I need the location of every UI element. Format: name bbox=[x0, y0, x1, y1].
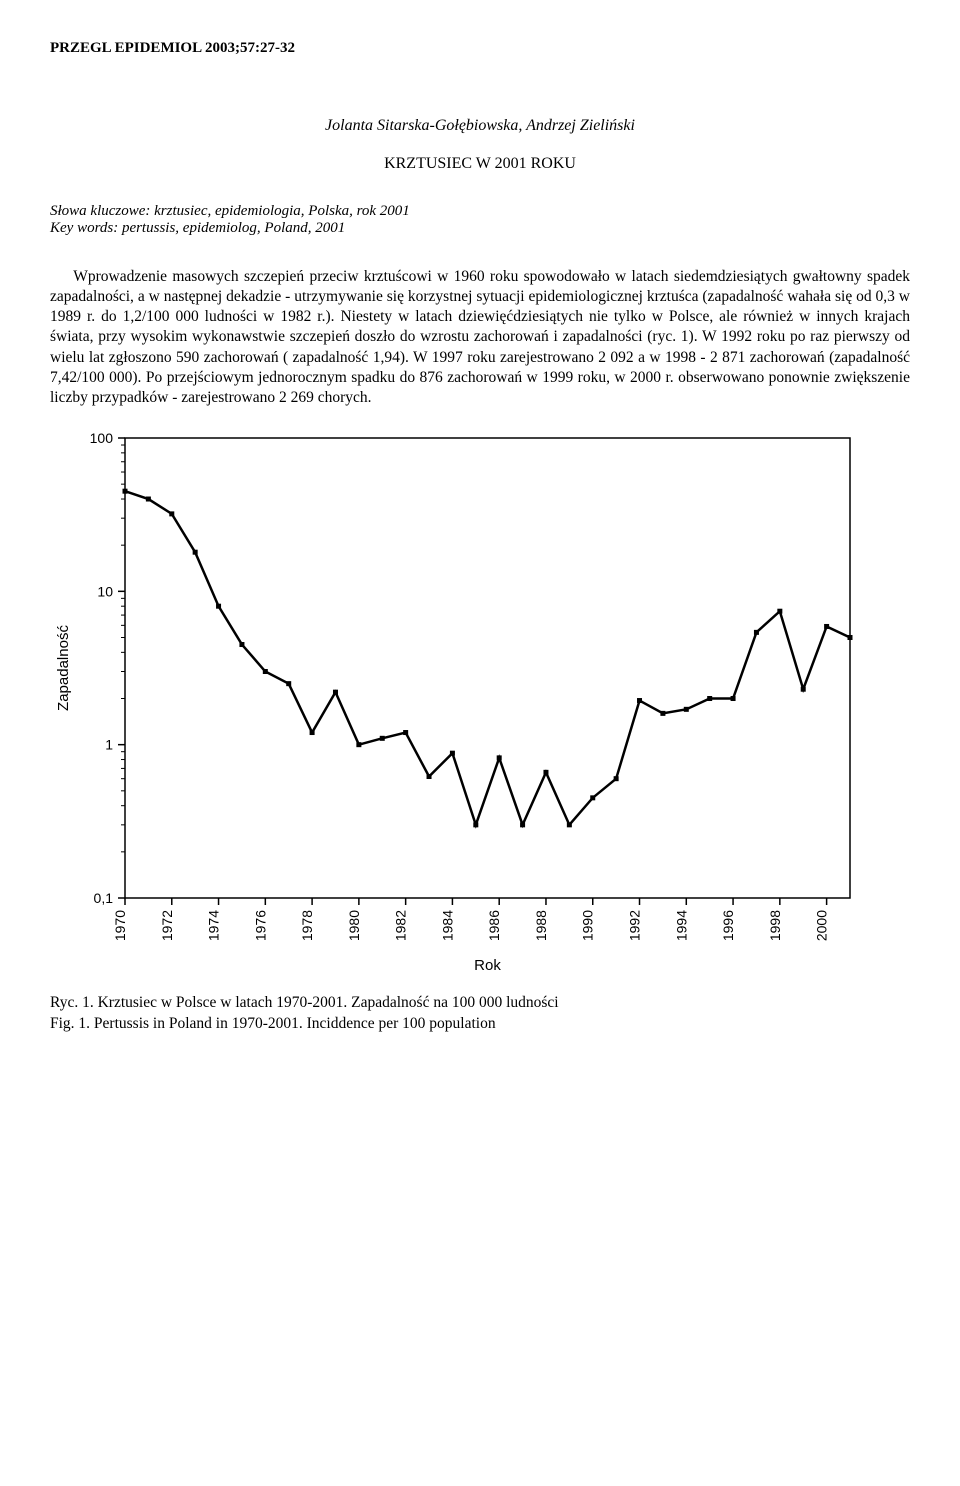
body-paragraph: Wprowadzenie masowych szczepień przeciw … bbox=[50, 267, 910, 408]
journal-header: PRZEGL EPIDEMIOL 2003;57:27-32 bbox=[50, 40, 910, 57]
svg-text:1978: 1978 bbox=[299, 910, 315, 941]
svg-text:1994: 1994 bbox=[673, 910, 689, 941]
authors-line: Jolanta Sitarska-Gołębiowska, Andrzej Zi… bbox=[50, 117, 910, 135]
svg-text:1998: 1998 bbox=[767, 910, 783, 941]
keywords-en: Key words: pertussis, epidemiolog, Polan… bbox=[50, 220, 910, 237]
figure-caption-pl: Ryc. 1. Krztusiec w Polsce w latach 1970… bbox=[50, 993, 910, 1014]
svg-text:1974: 1974 bbox=[206, 910, 222, 941]
svg-text:1992: 1992 bbox=[627, 910, 643, 941]
svg-text:1990: 1990 bbox=[580, 910, 596, 941]
svg-text:1976: 1976 bbox=[252, 910, 268, 941]
svg-text:Rok: Rok bbox=[474, 957, 501, 974]
svg-text:Zapadalność: Zapadalność bbox=[55, 625, 72, 711]
paper-title: KRZTUSIEC W 2001 ROKU bbox=[50, 155, 910, 173]
svg-text:2000: 2000 bbox=[814, 910, 830, 941]
svg-text:1980: 1980 bbox=[346, 910, 362, 941]
svg-text:1984: 1984 bbox=[439, 910, 455, 941]
svg-text:1982: 1982 bbox=[393, 910, 409, 941]
svg-text:10: 10 bbox=[97, 583, 113, 599]
svg-text:0,1: 0,1 bbox=[94, 890, 114, 906]
svg-text:1988: 1988 bbox=[533, 910, 549, 941]
svg-text:100: 100 bbox=[90, 430, 114, 446]
svg-text:1970: 1970 bbox=[112, 910, 128, 941]
svg-text:1986: 1986 bbox=[486, 910, 502, 941]
keywords-pl: Słowa kluczowe: krztusiec, epidemiologia… bbox=[50, 203, 910, 220]
svg-text:1: 1 bbox=[105, 737, 113, 753]
svg-text:1996: 1996 bbox=[720, 910, 736, 941]
svg-text:1972: 1972 bbox=[159, 910, 175, 941]
incidence-chart: 0,1 1 10 100 1970 1972 1974 1976 1978 1980 1982 198… bbox=[50, 418, 870, 978]
figure-caption-en: Fig. 1. Pertussis in Poland in 1970-2001… bbox=[50, 1014, 910, 1035]
